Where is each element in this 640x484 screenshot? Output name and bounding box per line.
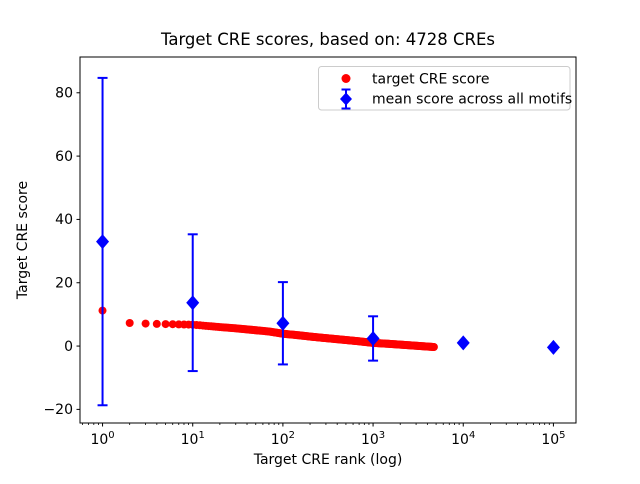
y-tick-label: 20 [55, 276, 73, 292]
target-score-points [98, 306, 438, 351]
y-axis-label: Target CRE score [15, 181, 31, 300]
x-tick-label: 102 [271, 430, 295, 448]
legend-box [318, 66, 571, 111]
y-tick-label: 0 [64, 339, 73, 355]
legend-label-mean: mean score across all motifs [372, 92, 572, 108]
legend-label-target: target CRE score [372, 72, 489, 88]
x-tick-label: 104 [451, 430, 475, 448]
plot-border [79, 56, 577, 424]
axes-ticks: −20 0 20 40 60 80 100 101 102 103 104 105 [43, 86, 565, 448]
x-tick-label: 103 [361, 430, 385, 448]
x-axis-label: Target CRE rank (log) [253, 452, 403, 468]
legend: target CRE score mean score across all m… [318, 66, 572, 111]
legend-markers [340, 74, 352, 110]
y-tick-label: −20 [43, 402, 73, 418]
y-tick-label: 80 [55, 86, 73, 102]
y-tick-label: 60 [55, 149, 73, 165]
chart-title: Target CRE scores, based on: 4728 CREs [160, 30, 495, 49]
y-tick-label: 40 [55, 212, 73, 228]
mean-score-errorbars [96, 76, 560, 407]
x-tick-label: 105 [541, 430, 565, 448]
x-tick-label: 100 [90, 430, 114, 448]
x-tick-label: 101 [181, 430, 205, 448]
